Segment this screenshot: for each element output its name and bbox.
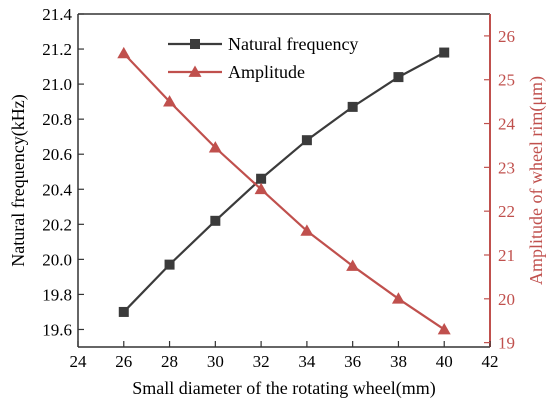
amplitude-data-point [391,292,405,304]
amplitude-data-point [437,322,451,335]
left-y-tick-label: 19.6 [42,320,72,339]
right-y-tick-label: 24 [498,115,516,134]
legend-label: Natural frequency [228,34,358,54]
right-y-tick-label: 19 [498,334,515,353]
left-y-tick-label: 20.2 [42,215,72,234]
x-tick-label: 40 [436,352,453,371]
legend-label: Amplitude [228,62,305,82]
frequency-data-point [439,47,450,58]
legend-marker [190,39,200,49]
amplitude-data-point [254,182,268,195]
frequency-data-point [301,135,312,146]
amplitude-data-point [117,46,131,59]
right-y-tick-label: 20 [498,290,515,309]
left-y-tick-label: 20.8 [42,110,72,129]
right-y-tick-label: 25 [498,71,515,90]
right-y-tick-label: 23 [498,158,515,177]
left-y-tick-label: 21.2 [42,40,72,59]
series-line-amplitude [122,52,445,331]
x-axis-title: Small diameter of the rotating wheel(mm) [132,378,435,399]
right-y-axis-title: Amplitude of wheel rim(μm) [526,76,547,285]
left-y-tick-label: 20.6 [42,145,72,164]
left-y-tick-label: 21.4 [42,5,72,24]
left-y-axis-title: Natural frequency(kHz) [8,94,29,266]
left-y-tick-label: 20.0 [42,250,72,269]
amplitude-data-point [208,141,222,153]
frequency-data-point [256,173,267,184]
frequency-data-point [393,72,404,83]
frequency-data-point [164,259,175,270]
x-tick-label: 42 [482,352,499,371]
left-y-tick-label: 19.8 [42,285,72,304]
x-tick-label: 28 [161,352,178,371]
left-y-tick-label: 20.4 [42,180,72,199]
amplitude-data-point [163,95,177,107]
left-y-tick-label: 21.0 [42,75,72,94]
right-y-tick-label: 21 [498,246,515,265]
amplitude-data-point [300,224,314,236]
series-line-natural-frequency [122,51,445,313]
legend-marker [188,65,202,77]
x-tick-label: 30 [207,352,224,371]
x-tick-label: 34 [298,352,316,371]
x-tick-label: 26 [115,352,132,371]
right-y-tick-label: 22 [498,202,515,221]
frequency-data-point [347,101,358,112]
amplitude-data-point [346,259,360,271]
frequency-data-point [210,215,221,226]
x-tick-label: 24 [70,352,88,371]
x-tick-label: 36 [344,352,361,371]
frequency-data-point [118,306,129,317]
right-y-tick-label: 26 [498,27,515,46]
x-tick-label: 38 [390,352,407,371]
x-tick-label: 32 [253,352,270,371]
